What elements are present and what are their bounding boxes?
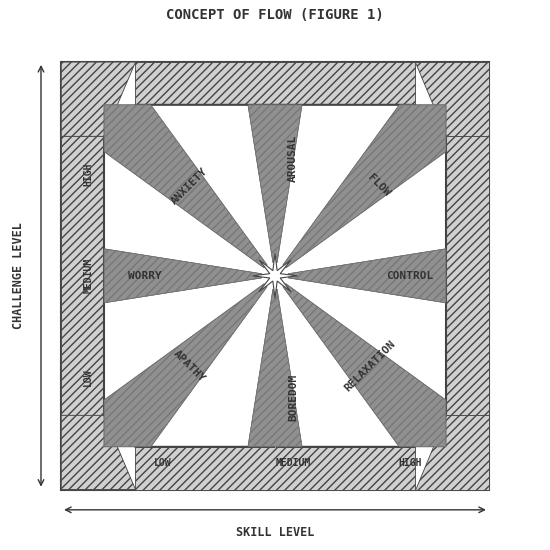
Polygon shape <box>61 62 489 490</box>
Text: CONTROL: CONTROL <box>387 271 433 281</box>
Polygon shape <box>135 447 415 490</box>
Polygon shape <box>252 254 298 298</box>
Polygon shape <box>61 415 135 490</box>
Polygon shape <box>135 62 415 105</box>
Polygon shape <box>283 105 446 268</box>
Polygon shape <box>288 249 446 303</box>
Text: AROUSAL: AROUSAL <box>288 135 298 183</box>
Polygon shape <box>283 284 446 447</box>
Polygon shape <box>104 284 267 447</box>
Polygon shape <box>248 289 302 447</box>
Polygon shape <box>415 62 489 136</box>
Polygon shape <box>248 105 302 262</box>
Polygon shape <box>104 105 446 447</box>
Polygon shape <box>446 136 489 415</box>
Text: BOREDOM: BOREDOM <box>288 373 298 421</box>
Polygon shape <box>104 249 262 303</box>
Text: SKILL LEVEL: SKILL LEVEL <box>236 526 314 538</box>
Text: APATHY: APATHY <box>172 348 207 384</box>
Text: LOW: LOW <box>83 368 94 386</box>
Text: CONCEPT OF FLOW (FIGURE 1): CONCEPT OF FLOW (FIGURE 1) <box>166 8 384 21</box>
Text: CHALLENGE LEVEL: CHALLENGE LEVEL <box>12 222 25 329</box>
Polygon shape <box>61 62 135 136</box>
Text: LOW: LOW <box>153 458 171 468</box>
Text: WORRY: WORRY <box>128 271 161 281</box>
Text: RELAXATION: RELAXATION <box>342 338 397 393</box>
Text: MEDIUM: MEDIUM <box>276 458 311 468</box>
Text: MEDIUM: MEDIUM <box>83 258 94 294</box>
Polygon shape <box>104 105 267 268</box>
Text: ANXIETY: ANXIETY <box>169 166 210 206</box>
Polygon shape <box>415 415 489 490</box>
Text: FLOW: FLOW <box>365 173 392 199</box>
Text: HIGH: HIGH <box>83 163 94 186</box>
Polygon shape <box>61 136 104 415</box>
Text: HIGH: HIGH <box>398 458 422 468</box>
